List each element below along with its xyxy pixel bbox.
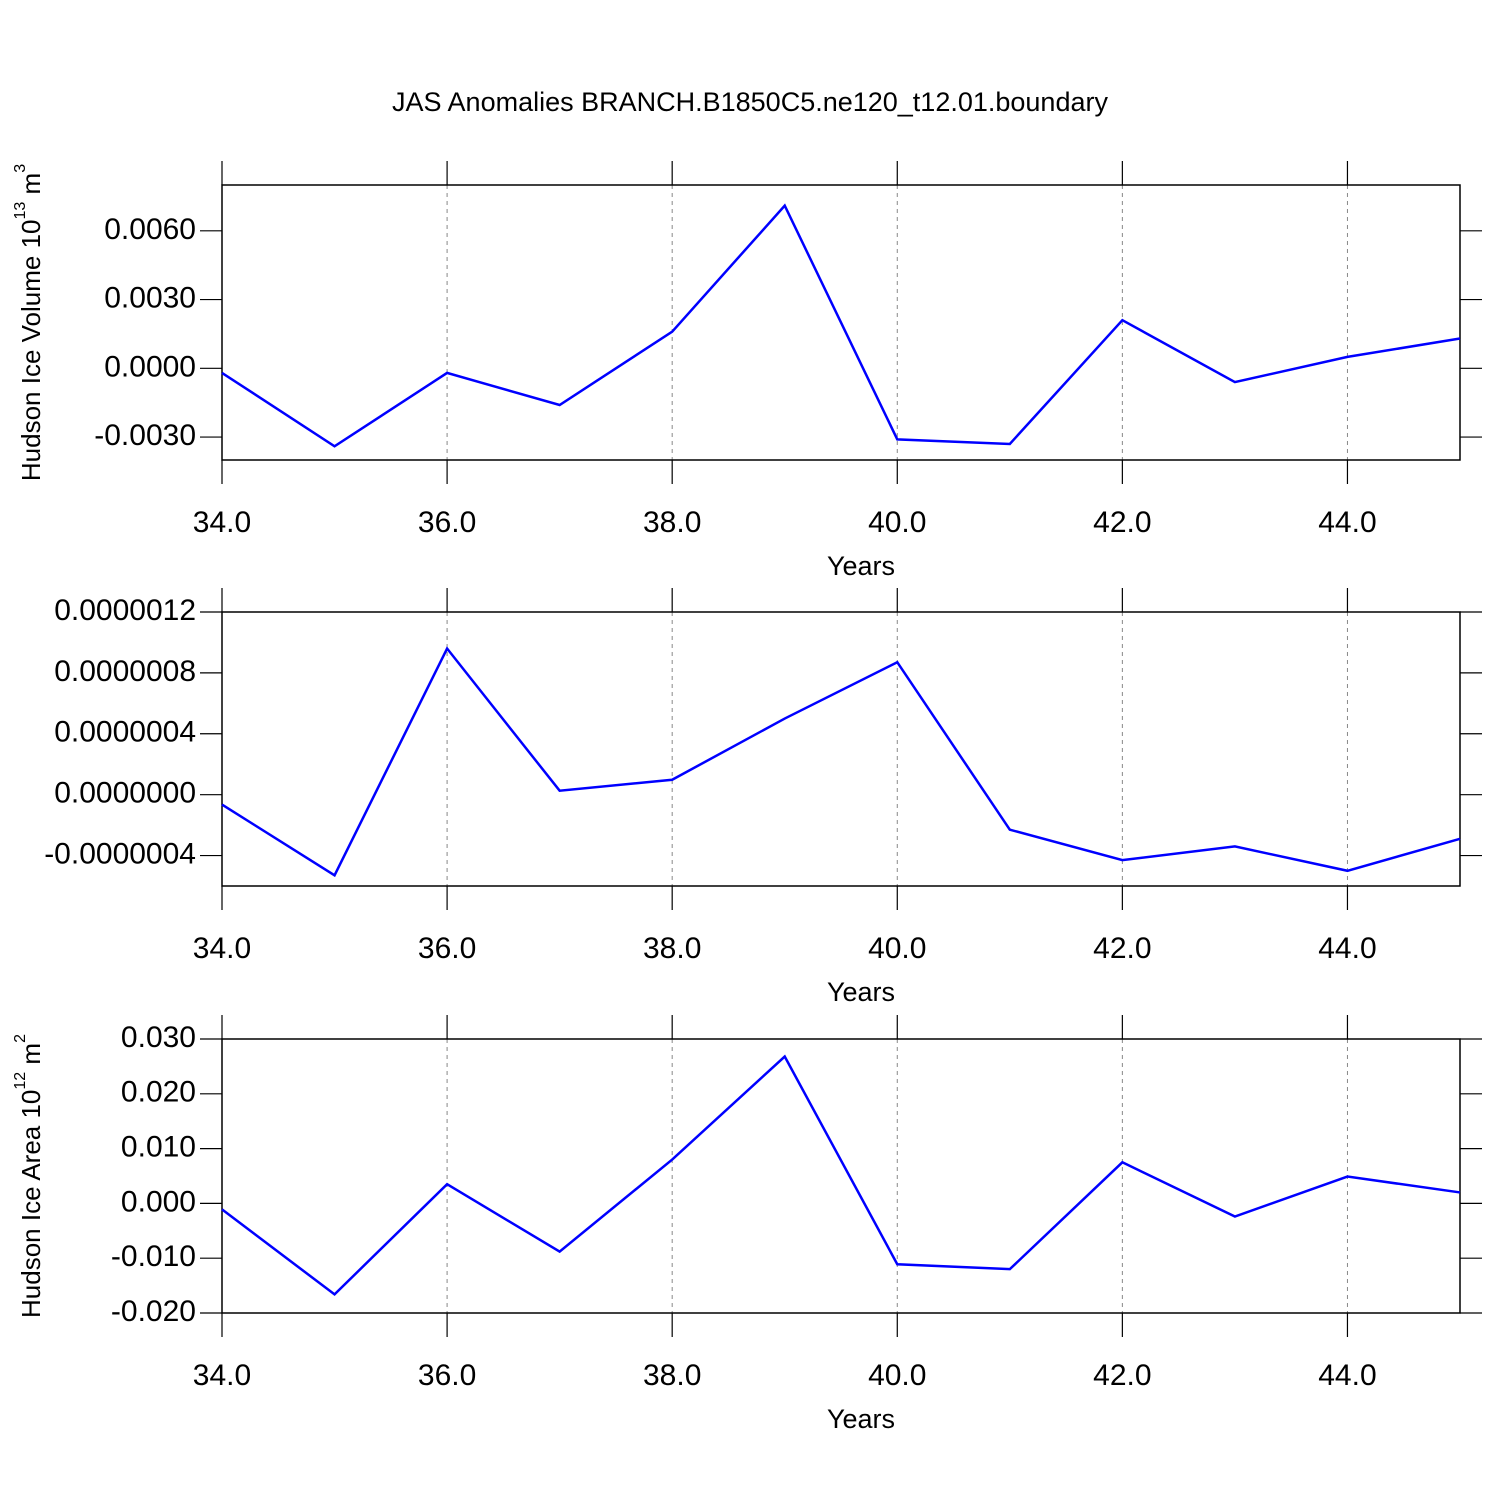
x-tick-label: 36.0 — [418, 932, 476, 965]
x-tick-label: 38.0 — [643, 932, 701, 965]
y-tick-label: 0.0000000 — [54, 777, 196, 810]
y-tick-label: 0.0060 — [104, 213, 196, 246]
y-tick-label: -0.0000004 — [44, 837, 196, 870]
x-tick-label: 36.0 — [418, 506, 476, 539]
x-tick-label: 40.0 — [868, 932, 926, 965]
x-tick-label: 38.0 — [643, 1359, 701, 1392]
y-tick-label: 0.0000004 — [54, 716, 196, 749]
x-tick-label: 44.0 — [1318, 932, 1376, 965]
plot-frame — [221, 1038, 1461, 1314]
data-line — [221, 646, 1461, 878]
x-tick-label: 36.0 — [418, 1359, 476, 1392]
figure-title: JAS Anomalies BRANCH.B1850C5.ne120_t12.0… — [392, 87, 1108, 117]
y-tick-label: -0.0030 — [94, 419, 196, 452]
x-tick-label: 42.0 — [1093, 932, 1151, 965]
y-tick-label: 0.010 — [121, 1131, 196, 1164]
x-tick-label: 42.0 — [1093, 1359, 1151, 1392]
plot-frame — [221, 184, 1461, 461]
y-tick-label: 0.030 — [121, 1021, 196, 1054]
y-axis-label-sup: 13 — [12, 202, 29, 220]
x-tick-label: 44.0 — [1318, 1359, 1376, 1392]
x-axis-label: Years — [827, 1404, 895, 1434]
x-axis-label: Years — [827, 551, 895, 581]
y-tick-label: 0.0000008 — [54, 655, 196, 688]
y-tick-label: -0.010 — [111, 1240, 196, 1273]
y-tick-label: 0.020 — [121, 1076, 196, 1109]
y-tick-label: 0.0030 — [104, 282, 196, 315]
y-tick-label: 0.0000 — [104, 350, 196, 383]
x-tick-label: 34.0 — [193, 1359, 251, 1392]
y-axis-label-sup: 12 — [12, 1072, 29, 1090]
y-axis-label-part: m — [16, 1043, 46, 1072]
x-tick-label: 34.0 — [193, 506, 251, 539]
y-tick-label: 0.0000012 — [54, 594, 196, 627]
plot-frame — [221, 611, 1461, 887]
y-axis-label-part: m — [16, 173, 46, 202]
x-tick-label: 42.0 — [1093, 506, 1151, 539]
y-axis-label: Hudson Ice Volume 1013 m3 — [12, 164, 46, 481]
data-line — [221, 203, 1461, 448]
x-tick-label: 44.0 — [1318, 506, 1376, 539]
y-axis-label-part: Hudson Ice Volume 10 — [16, 219, 46, 481]
y-axis-label-part: Hudson Ice Area 10 — [16, 1090, 46, 1318]
y-tick-label: -0.020 — [111, 1295, 196, 1328]
y-tick-label: 0.000 — [121, 1185, 196, 1218]
y-axis-label-sup: 3 — [12, 164, 29, 173]
x-tick-label: 40.0 — [868, 506, 926, 539]
data-line — [221, 1054, 1461, 1297]
x-axis-label: Years — [827, 977, 895, 1007]
x-tick-label: 38.0 — [643, 506, 701, 539]
y-axis-label: Hudson Ice Area 1012 m2 — [12, 1034, 46, 1318]
x-tick-label: 34.0 — [193, 932, 251, 965]
x-tick-label: 40.0 — [868, 1359, 926, 1392]
y-axis-label-sup: 2 — [12, 1034, 29, 1043]
